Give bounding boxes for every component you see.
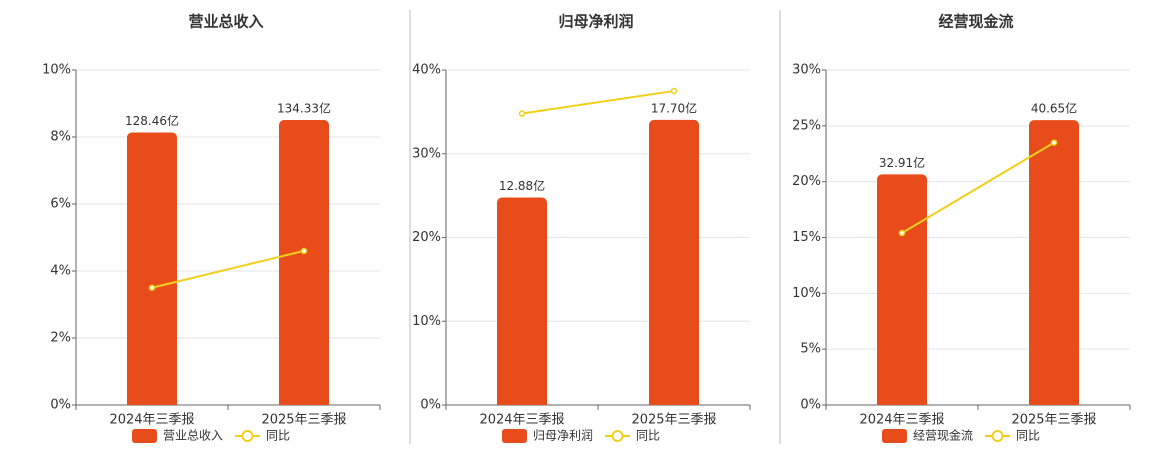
line-point — [670, 87, 678, 95]
y-tick-label: 10% — [412, 314, 441, 329]
legend-label: 营业总收入 — [163, 429, 223, 443]
chart-title: 营业总收入 — [188, 13, 263, 31]
x-tick-label: 2025年三季报 — [261, 413, 346, 428]
value-label: 128.46亿 — [125, 113, 179, 128]
y-tick-label: 0% — [800, 398, 821, 413]
y-tick-label: 2% — [50, 331, 71, 346]
legend-swatch — [882, 429, 907, 443]
x-tick-label: 2024年三季报 — [859, 413, 944, 428]
bar-base — [1029, 399, 1079, 405]
bar — [877, 174, 927, 405]
legend-label: 同比 — [1016, 429, 1040, 443]
line-point — [300, 247, 308, 255]
legend-swatch — [502, 429, 527, 443]
y-tick-label: 30% — [792, 63, 821, 78]
bar-base — [649, 399, 699, 405]
bar-base — [279, 399, 329, 405]
legend-label: 经营现金流 — [913, 428, 973, 443]
y-tick-label: 20% — [412, 230, 441, 245]
bar — [279, 120, 329, 406]
y-tick-label: 8% — [50, 130, 71, 145]
bar — [1029, 120, 1079, 405]
value-label: 12.88亿 — [499, 178, 545, 193]
legend-label: 同比 — [266, 429, 290, 443]
legend-marker — [611, 430, 624, 442]
bar-base — [497, 399, 547, 405]
y-tick-label: 25% — [792, 118, 821, 133]
y-tick-label: 0% — [50, 398, 71, 413]
bar — [127, 132, 177, 405]
chart-title: 经营现金流 — [938, 13, 1013, 31]
value-label: 134.33亿 — [277, 101, 331, 116]
line — [151, 249, 305, 289]
legend-swatch — [132, 429, 157, 443]
value-label: 17.70亿 — [651, 100, 697, 115]
bar-base — [877, 399, 927, 405]
y-tick-label: 20% — [792, 174, 821, 189]
y-tick-label: 5% — [800, 342, 821, 357]
x-tick-label: 2024年三季报 — [479, 413, 564, 428]
y-tick-label: 30% — [412, 146, 441, 161]
value-label: 32.91亿 — [879, 155, 925, 170]
x-tick-label: 2024年三季报 — [109, 413, 194, 428]
bar-base — [127, 399, 177, 405]
x-tick-label: 2025年三季报 — [631, 413, 716, 428]
legend-marker — [241, 430, 254, 442]
y-tick-label: 0% — [420, 398, 441, 413]
line — [521, 89, 675, 115]
line-point — [898, 229, 906, 237]
y-tick-label: 10% — [42, 63, 71, 78]
y-tick-label: 4% — [50, 264, 71, 279]
line-point — [518, 110, 526, 117]
line-point — [148, 284, 156, 291]
line — [901, 141, 1055, 234]
bar — [497, 197, 547, 405]
legend-marker — [991, 430, 1004, 442]
x-tick-label: 2025年三季报 — [1011, 413, 1096, 428]
line-point — [1050, 139, 1058, 146]
y-tick-label: 6% — [50, 197, 71, 212]
y-tick-label: 15% — [792, 230, 821, 245]
y-tick-label: 10% — [792, 286, 821, 301]
value-label: 40.65亿 — [1031, 101, 1077, 116]
legend-label: 同比 — [636, 429, 660, 443]
y-tick-label: 40% — [412, 63, 441, 78]
chart-title: 归母净利润 — [558, 13, 633, 31]
legend-label: 归母净利润 — [533, 429, 593, 443]
bar — [649, 119, 699, 405]
